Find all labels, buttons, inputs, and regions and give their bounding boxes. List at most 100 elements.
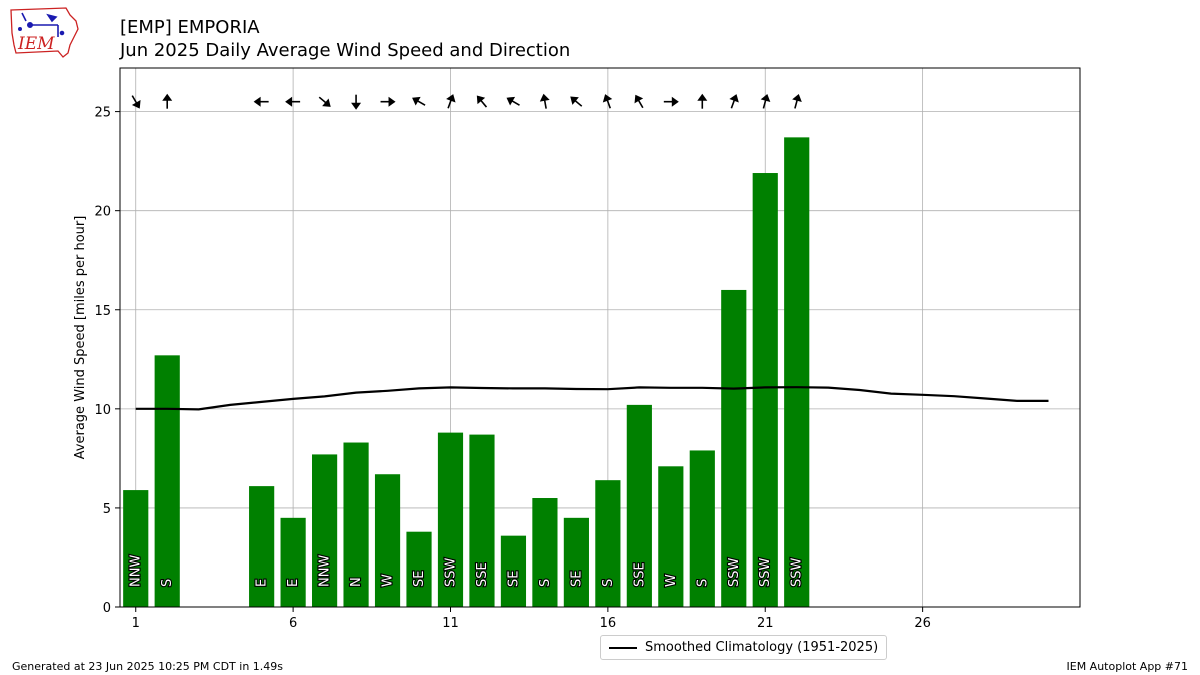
direction-label: N [349,577,364,587]
wind-direction-arrow-icon [697,93,708,109]
arrow-head [760,93,771,103]
arrow-head [729,94,739,103]
arrow-head [602,94,613,103]
speed-bar [563,517,589,607]
legend-label-climatology: Smoothed Climatology (1951-2025) [645,640,879,655]
direction-label: SE [569,571,584,587]
arrow-head [697,93,708,101]
wind-direction-arrow-icon [253,96,269,107]
y-tick-label: 20 [94,205,111,220]
direction-label: NNW [318,555,333,587]
logo-text: IEM [17,34,55,54]
arrow-head [634,94,644,104]
speed-bar [595,480,621,607]
speed-bar [752,173,778,607]
direction-label: S [601,579,616,587]
direction-label: SSW [727,557,742,587]
wind-direction-arrow-icon [792,93,802,109]
speed-bar [689,450,715,607]
wind-direction-arrow-icon [131,95,141,109]
arrow-head [285,96,293,107]
direction-label: SSE [632,562,647,587]
wind-direction-arrow-icon [539,93,550,109]
wind-direction-arrow-icon [285,96,301,107]
y-tick-label: 25 [94,106,111,121]
wind-direction-arrow-icon [634,94,644,109]
y-tick-label: 15 [94,304,111,319]
wind-direction-arrow-icon [476,95,488,108]
arrow-head [476,95,486,105]
app-credit: IEM Autoplot App #71 [1066,660,1189,673]
direction-label: SSE [475,562,490,587]
iem-logo: IEM [10,7,79,58]
arrow-head [131,100,141,109]
y-tick-label: 0 [103,601,111,616]
x-tick-label: 21 [757,616,774,631]
arrow-head [570,96,579,105]
y-tick-label: 5 [103,502,111,517]
wind-direction-arrow-icon [729,94,739,109]
arrow-head [792,93,802,103]
arrow-head [446,94,456,103]
wind-direction-arrow-icon [570,96,583,107]
speed-bar [280,517,306,607]
direction-label: SE [506,571,521,587]
direction-label: SSW [790,557,805,587]
speed-bar [721,289,747,607]
y-tick-label: 10 [94,403,111,418]
wind-direction-arrow-icon [412,96,426,106]
speed-bar [784,137,810,607]
wind-direction-arrow-icon [446,94,456,109]
speed-bar [312,454,338,607]
speed-bar [532,498,558,607]
wind-direction-arrow-icon [760,93,771,109]
arrow-head [351,102,362,110]
x-tick-label: 26 [914,616,931,631]
wind-direction-arrow-icon [602,94,613,109]
x-tick-label: 16 [600,616,617,631]
speed-bar [343,442,369,607]
direction-label: S [160,579,175,587]
speed-bar [154,355,180,607]
x-tick-label: 1 [132,616,140,631]
x-tick-label: 6 [289,616,297,631]
direction-label: S [695,579,710,587]
x-tick-label: 11 [442,616,459,631]
wind-direction-arrow-icon [380,96,396,107]
arrow-head [539,93,550,102]
wind-direction-arrow-icon [351,94,362,110]
y-axis-label: Average Wind Speed [miles per hour] [73,216,88,460]
direction-label: W [381,574,396,587]
direction-label: E [286,579,301,587]
arrow-head [506,96,516,106]
direction-label: SSW [443,557,458,587]
speed-bar [437,432,464,607]
speed-bar [500,535,527,607]
arrow-head [162,93,173,101]
chart-title-station: [EMP] EMPORIA [120,17,260,38]
arrow-head [412,96,421,106]
direction-label: NNW [129,555,144,587]
direction-label: E [255,579,270,587]
wind-direction-arrow-icon [162,93,173,109]
speed-bar [626,404,652,607]
legend-swatch-climatology [609,646,637,649]
generated-timestamp: Generated at 23 Jun 2025 10:25 PM CDT in… [12,660,284,673]
iowa-state-outline-icon [10,7,79,58]
wind-direction-arrow-icon [318,96,331,107]
direction-label: SSW [758,557,773,587]
speed-bar [406,531,432,607]
chart-title: Jun 2025 Daily Average Wind Speed and Di… [120,40,571,61]
direction-label: S [538,579,553,587]
plot-frame [119,67,1081,608]
speed-bar [374,474,401,607]
direction-label: SE [412,571,427,587]
wind-direction-arrow-icon [663,96,679,107]
arrow-head [253,96,261,107]
arrow-head [388,96,396,107]
weather-station-icon [18,12,65,37]
speed-bar [469,434,495,607]
speed-bar [658,466,684,607]
speed-bar [123,490,149,607]
